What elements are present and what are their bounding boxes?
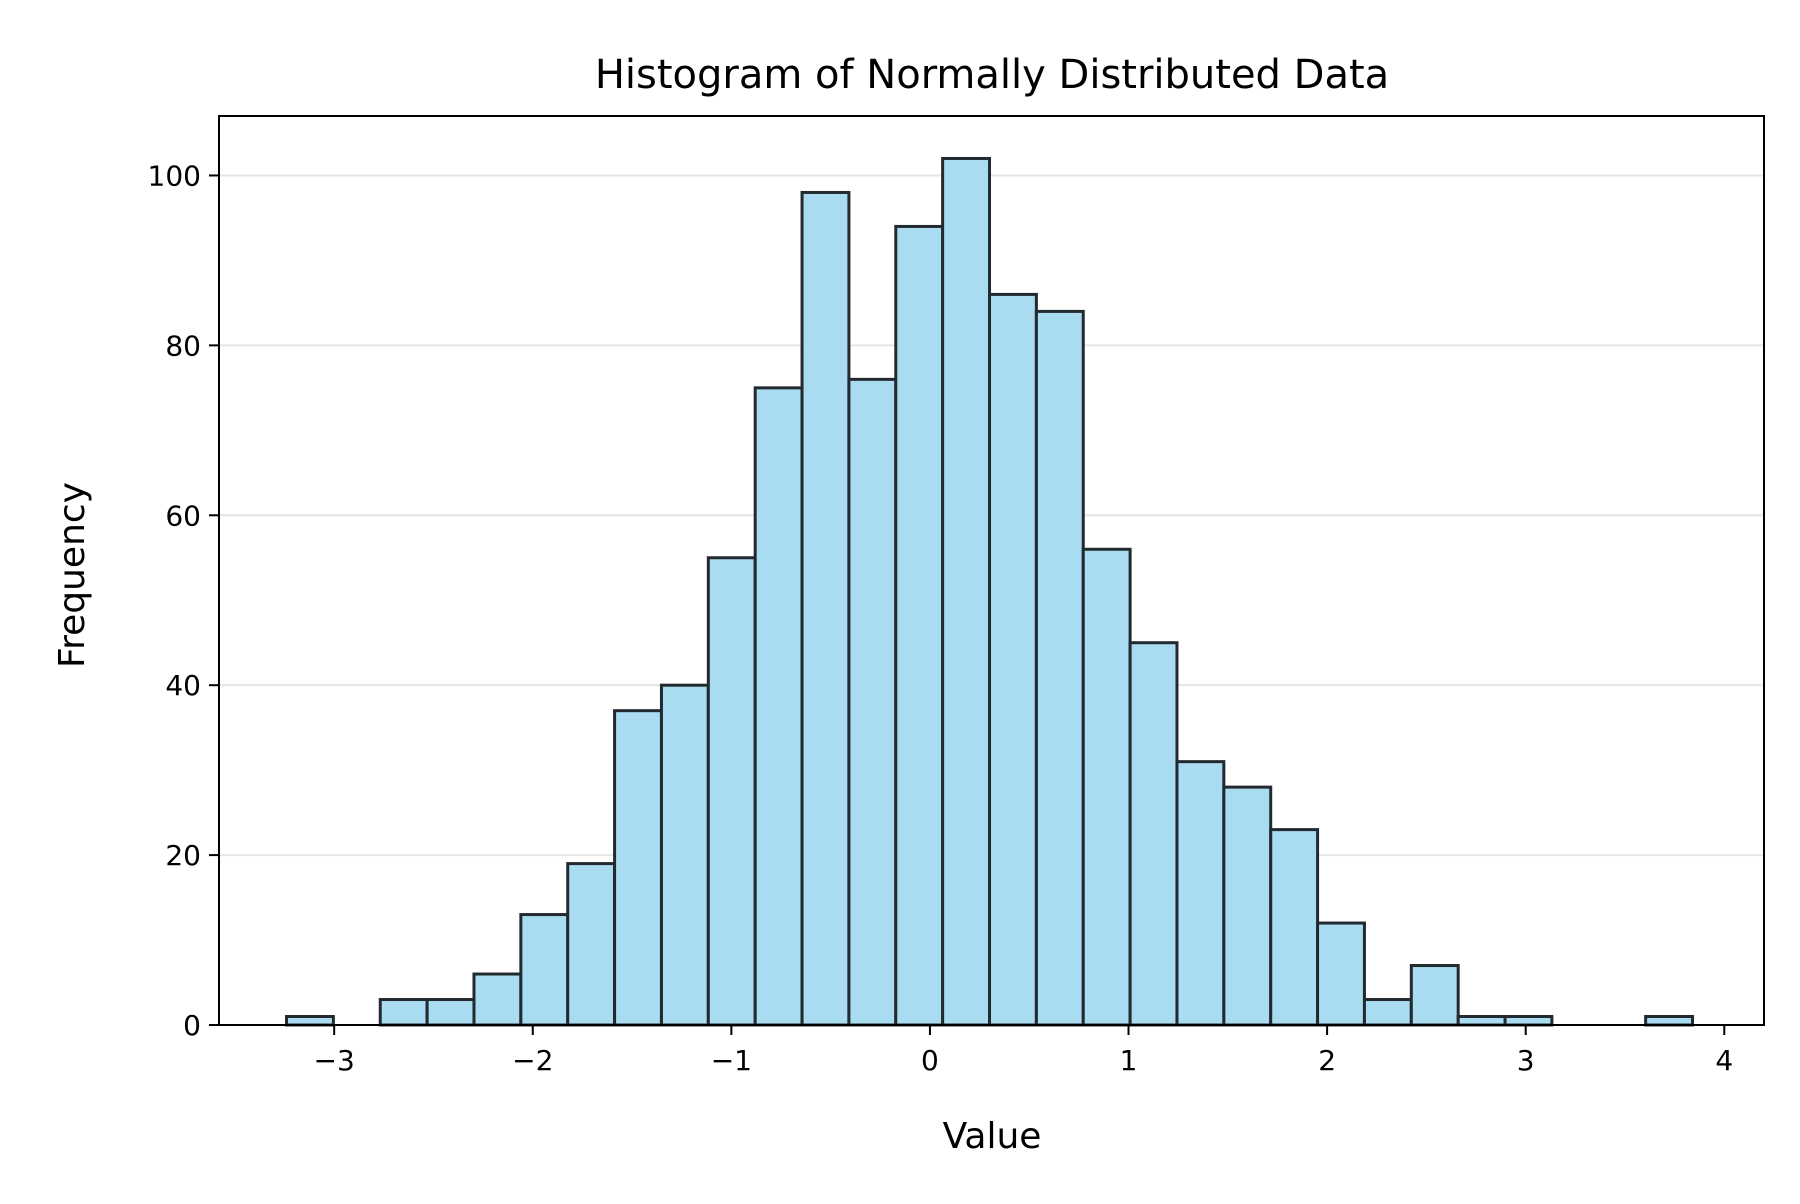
- histogram-bar: [1269, 828, 1320, 1027]
- x-axis-label: Value: [943, 1116, 1042, 1157]
- histogram-bar: [753, 386, 804, 1027]
- x-tick-label: −2: [512, 1044, 553, 1077]
- y-tick-label: 80: [165, 329, 201, 362]
- histogram-bar: [425, 998, 476, 1027]
- y-axis-label: Frequency: [52, 482, 93, 668]
- y-tick-label: 100: [148, 159, 201, 192]
- plot-area-frame: [218, 115, 1765, 1026]
- histogram-bar: [1644, 1015, 1695, 1027]
- histogram-bar: [800, 190, 851, 1027]
- x-tick-label: 4: [1715, 1044, 1733, 1077]
- histogram-bars: [285, 156, 1695, 1027]
- histogram-bar: [706, 556, 757, 1027]
- histogram-bar: [1175, 760, 1226, 1027]
- x-tick-label: 3: [1517, 1044, 1535, 1077]
- histogram-bar: [1456, 1015, 1507, 1027]
- histogram-bar: [1316, 921, 1366, 1027]
- x-tick-label: −3: [314, 1044, 355, 1077]
- x-tick-label: 1: [1120, 1044, 1138, 1077]
- histogram-bar: [1081, 547, 1132, 1027]
- histogram-bar: [1128, 641, 1179, 1027]
- histogram-bar: [659, 683, 710, 1027]
- histogram-bar: [1034, 309, 1085, 1027]
- histogram-bar: [519, 913, 570, 1027]
- x-axis-ticks: −3 −2 −1 0 1 2 3 4: [314, 1025, 1733, 1077]
- histogram-bar: [847, 377, 898, 1027]
- histogram-bar: [613, 709, 663, 1027]
- chart-title: Histogram of Normally Distributed Data: [595, 52, 1389, 98]
- histogram-bar: [1503, 1015, 1554, 1027]
- histogram-bar: [1409, 964, 1460, 1027]
- histogram-bar: [1222, 785, 1273, 1027]
- histogram-bar: [941, 156, 992, 1027]
- histogram-bar: [472, 972, 523, 1027]
- y-axis-ticks: 0 20 40 60 80 100: [148, 159, 219, 1042]
- x-tick-label: 2: [1318, 1044, 1336, 1077]
- x-tick-label: −1: [711, 1044, 752, 1077]
- y-tick-label: 20: [165, 839, 201, 872]
- histogram-bar: [988, 292, 1038, 1027]
- histogram-bar: [1362, 998, 1413, 1027]
- histogram-bar: [566, 862, 617, 1027]
- y-tick-label: 40: [165, 669, 201, 702]
- histogram-bar: [378, 998, 429, 1027]
- y-tick-label: 60: [165, 499, 201, 532]
- x-tick-label: 0: [921, 1044, 939, 1077]
- histogram-bar: [285, 1015, 335, 1027]
- y-tick-label: 0: [183, 1009, 201, 1042]
- histogram-bar: [894, 224, 945, 1027]
